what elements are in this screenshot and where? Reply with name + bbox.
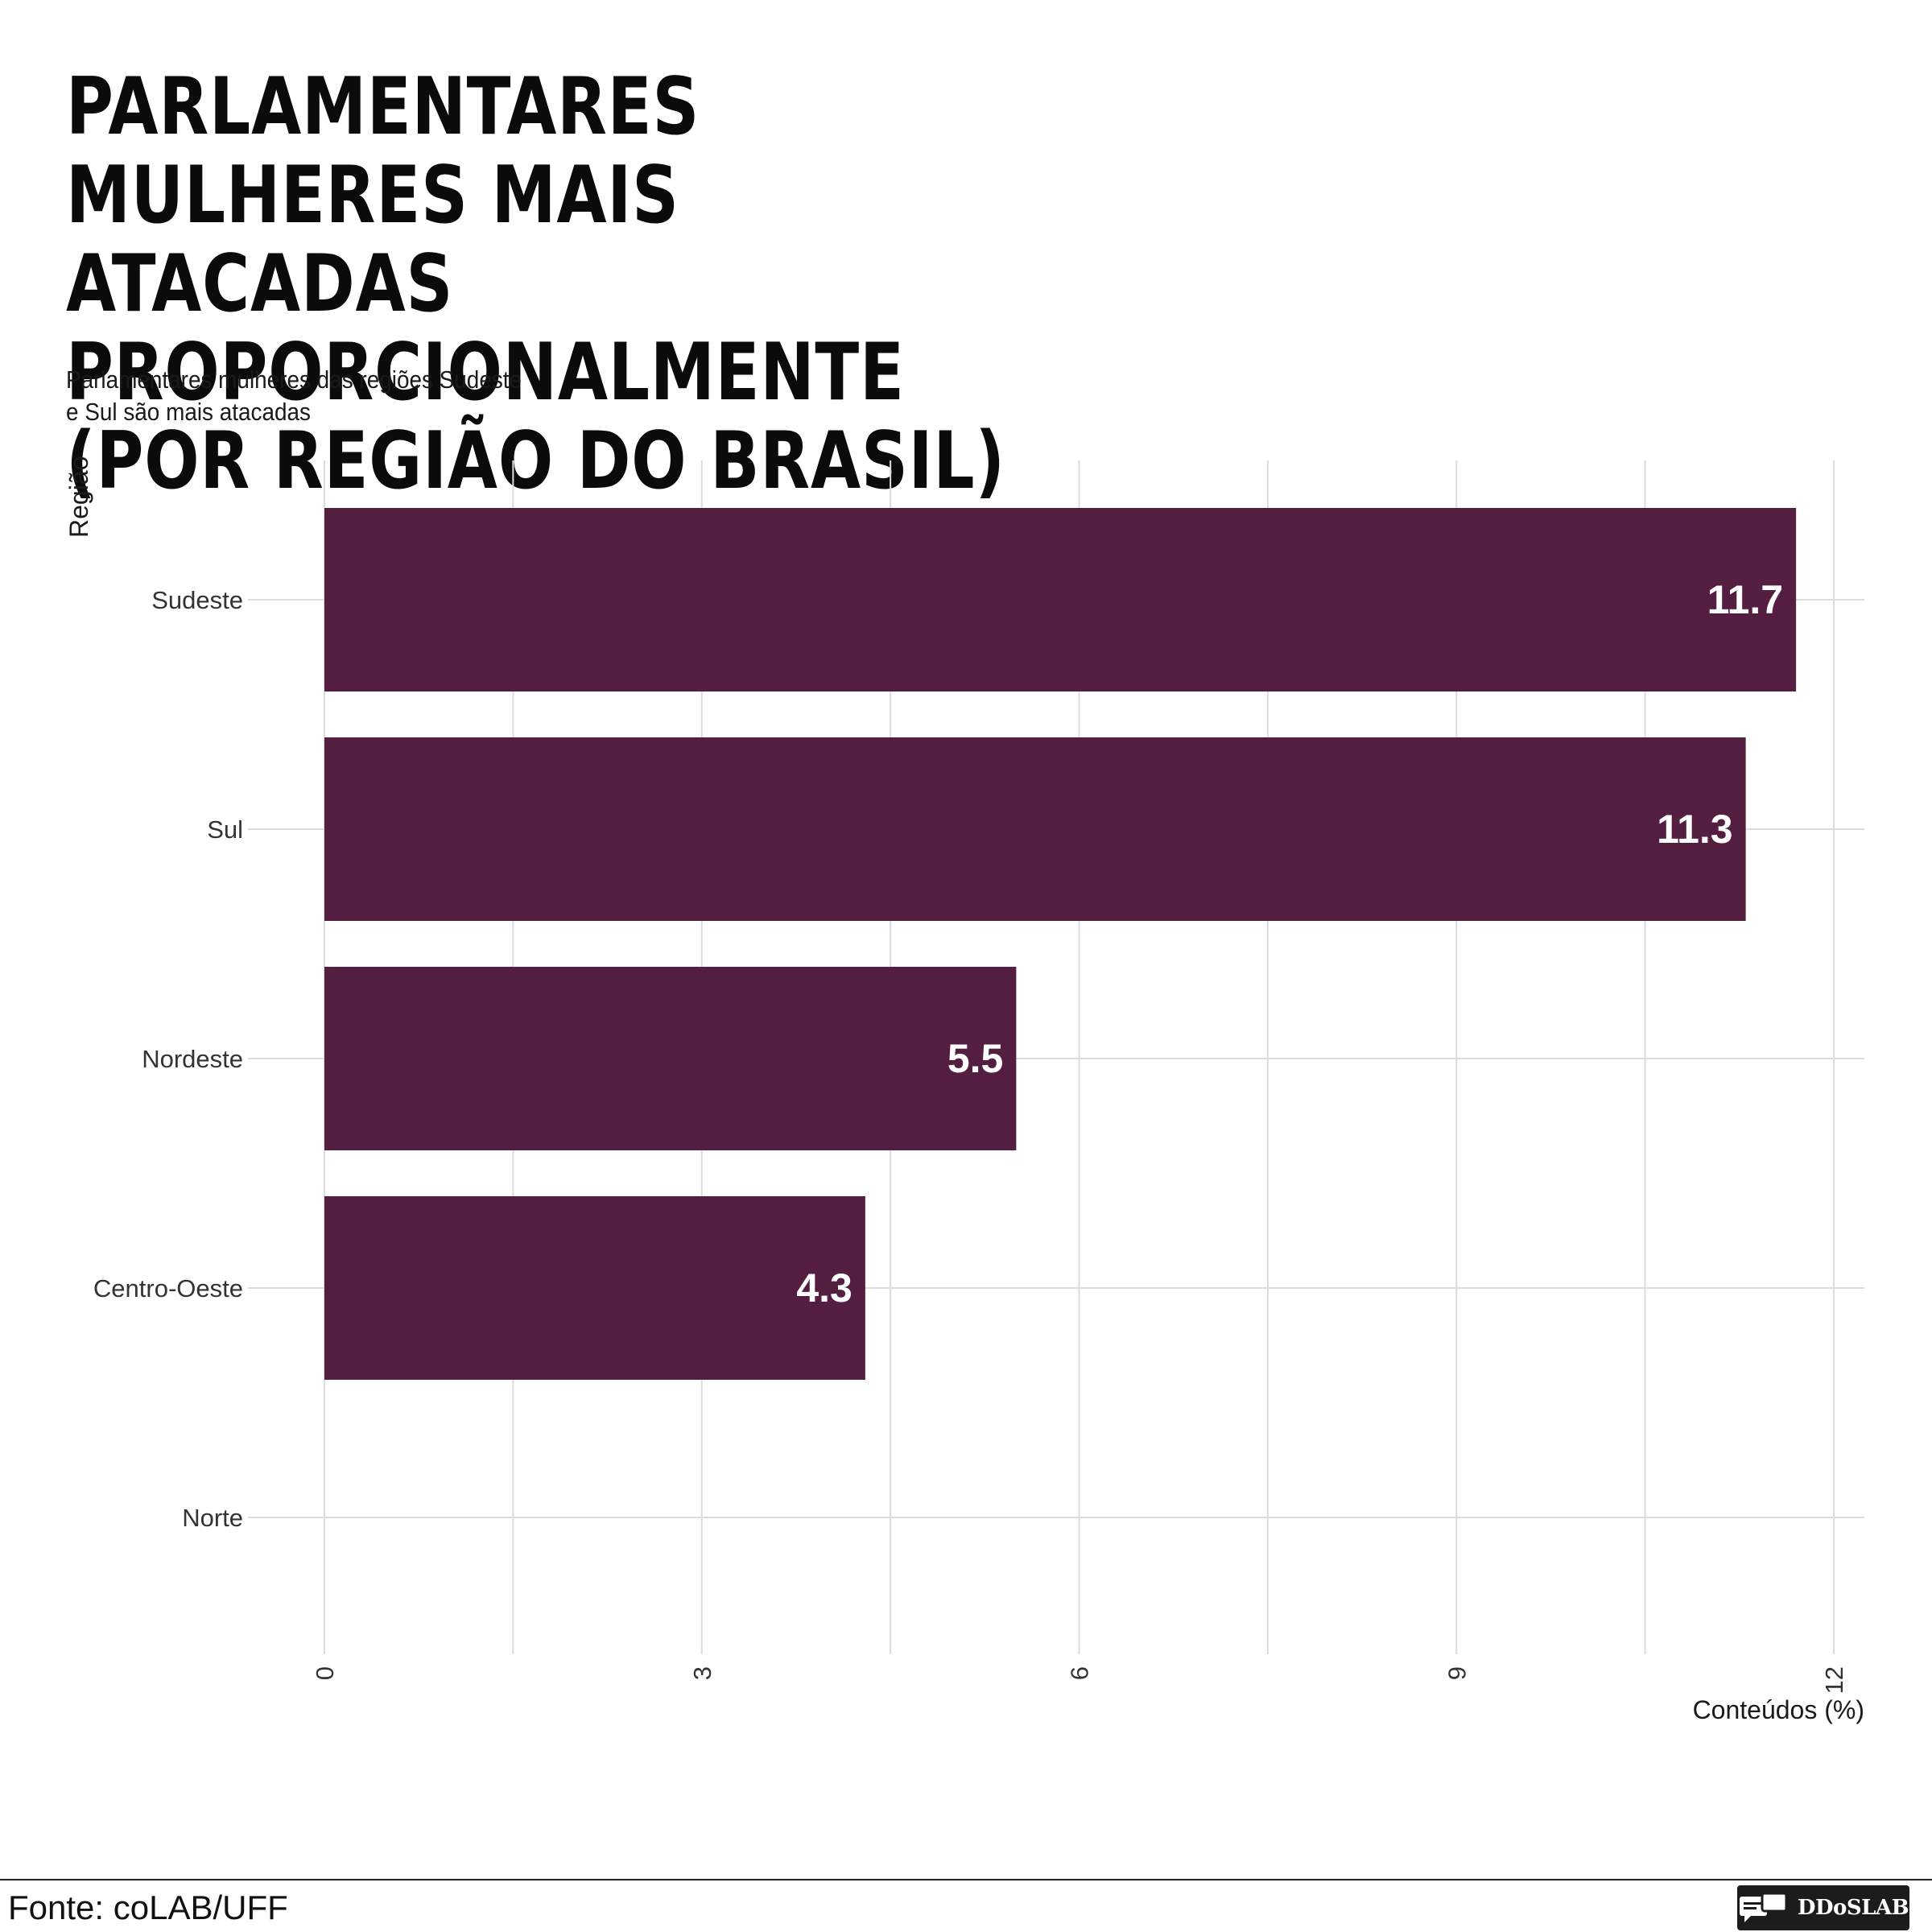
bar-chart: Sudeste Sul Nordeste Centro-Oeste Norte 11.7…: [93, 460, 1864, 1724]
bar: [324, 508, 1797, 691]
bars: [324, 508, 1797, 1380]
value-label: 11.3: [1657, 807, 1733, 852]
category-label: Norte: [182, 1504, 243, 1532]
chart-subtitle: Parlamentares mulheres das regiões Sudes…: [66, 364, 588, 428]
x-tick-label: 12: [1820, 1666, 1848, 1694]
subtitle-line-2: e Sul são mais atacadas: [66, 398, 311, 426]
category-label: Sul: [207, 815, 243, 844]
x-tick-labels: 0 3 6 9 12: [311, 1666, 1848, 1694]
category-label: Sudeste: [151, 586, 243, 614]
value-label: 5.5: [947, 1036, 1004, 1081]
chat-bubbles-icon: [1739, 1892, 1788, 1922]
x-tick-label: 6: [1066, 1666, 1094, 1680]
x-tick-label: 9: [1443, 1666, 1471, 1680]
bar: [324, 737, 1746, 921]
title-line-1: PARLAMENTARES MULHERES MAIS: [66, 61, 700, 242]
title-line-3: (POR REGIÃO DO BRASIL): [66, 415, 1005, 507]
subtitle-line-1: Parlamentares mulheres das regiões Sudes…: [66, 365, 522, 394]
title-line-2: ATACADAS PROPORCIONALMENTE: [66, 238, 905, 419]
ddoslab-logo: DDoSLAB: [1737, 1885, 1909, 1930]
category-label: Nordeste: [142, 1045, 243, 1073]
bar: [324, 1196, 865, 1380]
x-axis-label: Conteúdos (%): [1693, 1695, 1864, 1724]
x-tick-label: 0: [311, 1666, 339, 1680]
chart-title: PARLAMENTARES MULHERES MAIS ATACADAS PRO…: [66, 63, 1096, 506]
logo-text: DDoSLAB: [1797, 1896, 1909, 1920]
value-label: 4.3: [796, 1265, 852, 1311]
bar: [324, 967, 1017, 1150]
x-tick-label: 3: [688, 1666, 716, 1680]
category-labels: Sudeste Sul Nordeste Centro-Oeste Norte: [93, 586, 243, 1532]
category-label: Centro-Oeste: [93, 1274, 243, 1302]
source-note: Fonte: coLAB/UFF: [8, 1889, 288, 1926]
value-labels: 11.7 11.3 5.5 4.3: [796, 577, 1783, 1311]
value-label: 11.7: [1707, 577, 1784, 622]
footer-divider: [0, 1879, 1932, 1880]
